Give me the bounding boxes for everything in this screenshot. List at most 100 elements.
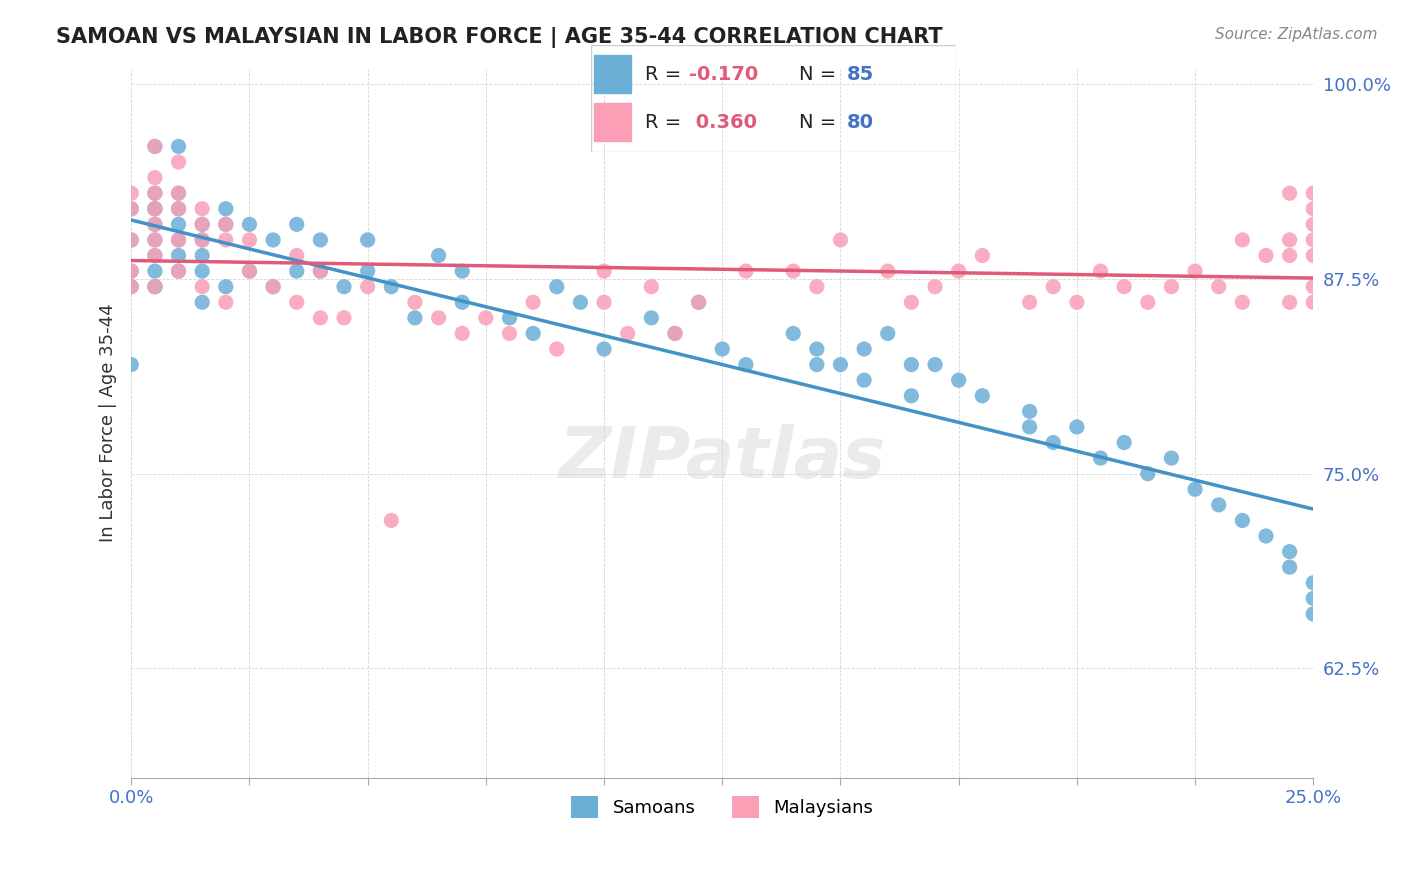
Samoans xyxy=(1232,513,1254,527)
Samoans xyxy=(167,202,190,216)
Samoans xyxy=(853,342,876,356)
Samoans xyxy=(143,186,166,201)
Bar xyxy=(595,55,631,93)
Samoans xyxy=(167,264,190,278)
Malaysians xyxy=(664,326,686,341)
Malaysians xyxy=(167,202,190,216)
Malaysians xyxy=(593,264,616,278)
Malaysians xyxy=(1302,202,1324,216)
Samoans xyxy=(948,373,970,387)
Samoans xyxy=(1160,451,1182,466)
Samoans xyxy=(876,326,898,341)
Malaysians xyxy=(806,279,828,293)
Samoans xyxy=(143,202,166,216)
Samoans xyxy=(191,264,214,278)
Samoans xyxy=(309,264,332,278)
Samoans xyxy=(309,233,332,247)
Samoans xyxy=(285,264,308,278)
Samoans xyxy=(830,358,852,372)
Malaysians xyxy=(1042,279,1064,293)
Malaysians xyxy=(167,186,190,201)
Samoans xyxy=(806,358,828,372)
Samoans xyxy=(215,202,238,216)
Malaysians xyxy=(238,233,260,247)
Malaysians xyxy=(356,279,378,293)
Samoans xyxy=(735,358,758,372)
Samoans xyxy=(167,248,190,262)
Malaysians xyxy=(900,295,922,310)
Malaysians xyxy=(1136,295,1159,310)
Malaysians xyxy=(238,264,260,278)
Samoans xyxy=(1302,607,1324,621)
Samoans xyxy=(143,279,166,293)
Text: 80: 80 xyxy=(846,113,873,132)
Malaysians xyxy=(924,279,946,293)
Samoans xyxy=(167,233,190,247)
Text: 85: 85 xyxy=(846,65,873,84)
Malaysians xyxy=(120,233,142,247)
Malaysians xyxy=(972,248,994,262)
Malaysians xyxy=(143,218,166,232)
Malaysians xyxy=(380,513,402,527)
Text: -0.170: -0.170 xyxy=(689,65,758,84)
Malaysians xyxy=(1232,295,1254,310)
Samoans xyxy=(143,248,166,262)
Malaysians xyxy=(215,233,238,247)
Samoans xyxy=(191,295,214,310)
Samoans xyxy=(356,264,378,278)
Samoans xyxy=(262,279,284,293)
Malaysians xyxy=(1302,295,1324,310)
Samoans xyxy=(1278,560,1301,574)
Malaysians xyxy=(143,139,166,153)
Malaysians xyxy=(404,295,426,310)
Samoans xyxy=(1066,420,1088,434)
Samoans xyxy=(120,358,142,372)
Text: N =: N = xyxy=(799,65,842,84)
Malaysians xyxy=(167,264,190,278)
Samoans xyxy=(806,342,828,356)
Samoans xyxy=(900,389,922,403)
Legend: Samoans, Malaysians: Samoans, Malaysians xyxy=(564,789,880,825)
Samoans xyxy=(143,279,166,293)
Malaysians xyxy=(120,202,142,216)
Samoans xyxy=(120,202,142,216)
Malaysians xyxy=(616,326,638,341)
Samoans xyxy=(711,342,734,356)
Malaysians xyxy=(1278,248,1301,262)
Text: R =: R = xyxy=(645,113,688,132)
Samoans xyxy=(167,218,190,232)
Malaysians xyxy=(451,326,474,341)
Text: ZIPatlas: ZIPatlas xyxy=(558,424,886,493)
Samoans xyxy=(191,233,214,247)
Samoans xyxy=(522,326,544,341)
Samoans xyxy=(143,233,166,247)
Samoans xyxy=(546,279,568,293)
Malaysians xyxy=(1302,233,1324,247)
Malaysians xyxy=(143,202,166,216)
Malaysians xyxy=(1114,279,1136,293)
Malaysians xyxy=(1278,295,1301,310)
Text: 0.360: 0.360 xyxy=(689,113,758,132)
Samoans xyxy=(1018,420,1040,434)
Malaysians xyxy=(427,310,450,325)
Malaysians xyxy=(876,264,898,278)
Malaysians xyxy=(120,279,142,293)
Samoans xyxy=(404,310,426,325)
Malaysians xyxy=(1278,186,1301,201)
Samoans xyxy=(1018,404,1040,418)
Malaysians xyxy=(1018,295,1040,310)
Malaysians xyxy=(309,310,332,325)
Samoans xyxy=(1302,575,1324,590)
Malaysians xyxy=(546,342,568,356)
Malaysians xyxy=(215,295,238,310)
Samoans xyxy=(427,248,450,262)
Samoans xyxy=(191,218,214,232)
Malaysians xyxy=(191,218,214,232)
Samoans xyxy=(1184,483,1206,497)
Malaysians xyxy=(735,264,758,278)
Samoans xyxy=(262,233,284,247)
Malaysians xyxy=(1184,264,1206,278)
Malaysians xyxy=(1302,279,1324,293)
Samoans xyxy=(143,202,166,216)
Malaysians xyxy=(1278,233,1301,247)
